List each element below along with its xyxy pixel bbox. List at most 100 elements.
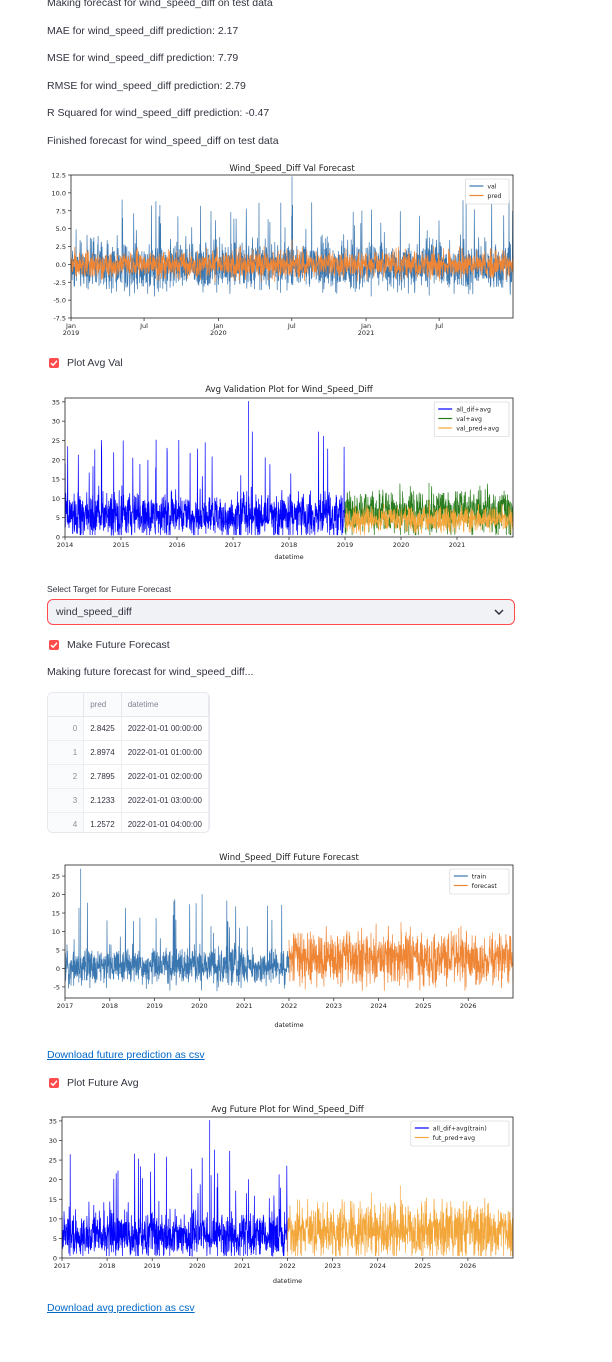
pred-cell: 2.1233 xyxy=(83,788,122,813)
legend: train forecast xyxy=(449,868,510,895)
avg-validation-plot: Avg Validation Plot for Wind_Speed_Diff 0… xyxy=(47,380,519,570)
x-tick-label: 2025 xyxy=(415,1262,432,1270)
status-mse: MSE for wind_speed_diff prediction: 7.79 xyxy=(47,52,239,64)
x-tick-label: 2018 xyxy=(281,541,298,549)
x-axis-label: datetime xyxy=(274,1021,303,1029)
y-tick-label: 0 xyxy=(56,965,60,973)
table-row: 1 2.8974 2022-01-01 01:00:00 xyxy=(48,740,209,765)
x-tick-label: 2021 xyxy=(449,541,466,549)
plot-avg-val-checkbox[interactable]: Plot Avg Val xyxy=(49,357,123,369)
y-tick-label: 2.5 xyxy=(56,243,66,251)
datetime-cell: 2022-01-01 02:00:00 xyxy=(121,764,209,789)
chart-title: Avg Validation Plot for Wind_Speed_Diff xyxy=(205,385,374,395)
y-tick-label: -5.0 xyxy=(53,297,66,305)
y-tick-label: -2.5 xyxy=(53,279,66,287)
checkbox-checked-icon xyxy=(49,358,59,368)
legend-box xyxy=(410,1120,510,1147)
checkbox-checked-icon xyxy=(49,1078,59,1088)
x-tick-label: 2023 xyxy=(326,1002,343,1010)
x-axis-label: datetime xyxy=(274,553,303,561)
y-tick-label: 25 xyxy=(52,873,60,881)
avg-future-plot: Avg Future Plot for Wind_Speed_Diff 0 5 10 1… xyxy=(47,1100,519,1290)
x-tick-label: 2014 xyxy=(57,541,74,549)
download-future-link[interactable]: Download future prediction as csv xyxy=(47,1049,205,1061)
series-val-line xyxy=(70,176,514,297)
y-tick-label: 30 xyxy=(49,1137,57,1145)
x-tick-label: 2020 xyxy=(393,541,410,549)
y-tick-label: 20 xyxy=(52,456,60,464)
plot-future-avg-label: Plot Future Avg xyxy=(67,1077,139,1089)
avg-future-chart: Avg Future Plot for Wind_Speed_Diff 0 5 10 1… xyxy=(49,1105,514,1285)
x-tick-label: Jul xyxy=(287,322,296,330)
table-row: 2 2.7895 2022-01-01 02:00:00 xyxy=(48,764,209,789)
x-tick-label: 2021 xyxy=(236,1002,253,1010)
val-forecast-plot: Wind_Speed_Diff Val Forecast -7.5 -5.0 -2.5… xyxy=(47,160,519,345)
plot-frame xyxy=(64,864,514,999)
legend: all_dif+avg val+avg val_pred+avg xyxy=(433,401,510,437)
y-tick-label: 25 xyxy=(52,437,60,445)
y-tick-label: 20 xyxy=(49,1176,57,1184)
legend-label: forecast xyxy=(472,883,498,890)
legend-label: pred xyxy=(487,193,501,200)
legend-label: fut_pred+avg xyxy=(433,1135,475,1142)
y-tick-label: 0 xyxy=(56,534,60,542)
x-tick-label: 2019 xyxy=(63,329,80,337)
x-tick-label: 2024 xyxy=(369,1262,386,1270)
pred-cell: 2.8974 xyxy=(83,740,122,765)
x-tick-label: 2017 xyxy=(54,1262,71,1270)
x-axis-label: datetime xyxy=(273,1277,302,1285)
y-tick-label: 5 xyxy=(56,946,60,954)
pred-cell: 2.8425 xyxy=(83,716,122,741)
y-tick-label: 5 xyxy=(53,1235,57,1243)
x-tick-label: 2021 xyxy=(358,329,375,337)
series-pred-line xyxy=(70,239,514,283)
series-all-dif-avg-train--line xyxy=(61,1120,288,1257)
x-tick-label: 2020 xyxy=(210,329,227,337)
y-tick-label: 10 xyxy=(52,928,60,936)
status-making-future: Making future forecast for wind_speed_di… xyxy=(47,666,254,678)
row-index: 2 xyxy=(48,764,85,789)
status-mae: MAE for wind_speed_diff prediction: 2.17 xyxy=(47,25,239,37)
x-tick-label: 2019 xyxy=(144,1262,161,1270)
chart-title: Avg Future Plot for Wind_Speed_Diff xyxy=(211,1105,365,1115)
x-tick-label: 2022 xyxy=(281,1002,298,1010)
status-finished: Finished forecast for wind_speed_diff on… xyxy=(47,135,279,147)
download-avg-link[interactable]: Download avg prediction as csv xyxy=(47,1302,195,1314)
x-tick-label: Jul xyxy=(434,322,443,330)
forecast-dataframe[interactable]: pred datetime 0 2.8425 2022-01-01 00:00:… xyxy=(47,692,210,833)
status-making-forecast: Making forecast for wind_speed_diff on t… xyxy=(47,0,273,9)
make-future-checkbox[interactable]: Make Future Forecast xyxy=(49,639,170,651)
x-tick-label: 2026 xyxy=(460,1262,477,1270)
x-tick-label: Jan xyxy=(212,322,223,330)
y-tick-label: 10.0 xyxy=(52,189,66,197)
series-val-pred-avg-line xyxy=(344,500,514,536)
legend-label: val+avg xyxy=(456,416,482,423)
x-tick-label: 2024 xyxy=(370,1002,387,1010)
x-tick-label: 2017 xyxy=(57,1002,74,1010)
x-tick-label: 2015 xyxy=(113,541,130,549)
plot-future-avg-checkbox[interactable]: Plot Future Avg xyxy=(49,1077,139,1089)
y-tick-label: 0.0 xyxy=(56,261,66,269)
x-tick-label: 2023 xyxy=(324,1262,341,1270)
row-index: 3 xyxy=(48,788,85,813)
legend-box xyxy=(465,178,510,205)
y-tick-label: 5.0 xyxy=(56,225,66,233)
y-tick-label: 5 xyxy=(56,514,60,522)
x-tick-label: 2020 xyxy=(189,1262,206,1270)
y-tick-label: 25 xyxy=(49,1157,57,1165)
y-tick-label: 20 xyxy=(52,891,60,899)
datetime-cell: 2022-01-01 03:00:00 xyxy=(121,788,209,813)
series-train-line xyxy=(64,868,290,992)
target-select[interactable]: wind_speed_diff xyxy=(47,599,515,625)
pred-cell: 2.7895 xyxy=(83,764,122,789)
y-tick-label: 15 xyxy=(49,1196,57,1204)
x-tick-label: Jan xyxy=(360,322,371,330)
make-future-label: Make Future Forecast xyxy=(67,639,170,651)
plot-avg-val-label: Plot Avg Val xyxy=(67,357,123,369)
column-header-pred[interactable]: pred xyxy=(83,693,122,717)
column-header-datetime[interactable]: datetime xyxy=(121,693,209,717)
y-tick-label: 35 xyxy=(52,398,60,406)
y-tick-label: 7.5 xyxy=(56,207,66,215)
chart-title: Wind_Speed_Diff Future Forecast xyxy=(219,853,359,863)
legend-label: train xyxy=(472,873,486,880)
